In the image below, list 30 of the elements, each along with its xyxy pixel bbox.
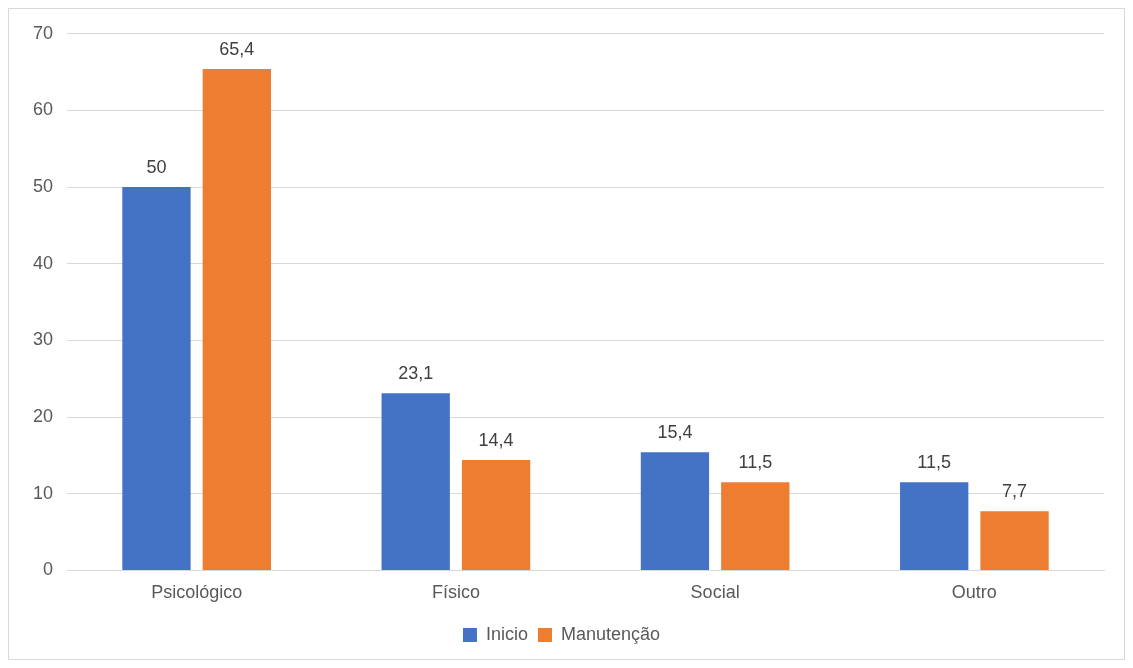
- data-label: 50: [146, 157, 167, 178]
- y-tick-label: 60: [32, 99, 54, 120]
- y-tick-label: 70: [32, 22, 54, 43]
- data-label: 14,4: [478, 429, 514, 450]
- bar: [122, 187, 191, 570]
- x-tick-label: Psicológico: [151, 582, 243, 603]
- x-tick-label: Social: [690, 582, 740, 603]
- y-tick-label: 0: [43, 559, 54, 580]
- x-tick-label: Físico: [431, 582, 480, 603]
- x-tick-label: Outro: [951, 582, 997, 603]
- legend-label: Manutenção: [560, 623, 661, 644]
- bar: [381, 393, 450, 570]
- bar: [202, 69, 271, 570]
- legend-label: Inicio: [485, 623, 528, 644]
- bar: [721, 482, 790, 570]
- y-tick-label: 40: [32, 252, 54, 273]
- y-tick-label: 30: [32, 329, 54, 350]
- data-label: 23,1: [398, 363, 434, 384]
- data-label: 11,5: [917, 452, 952, 473]
- data-label: 11,5: [738, 452, 773, 473]
- y-tick-label: 20: [32, 406, 54, 427]
- bar: [640, 452, 710, 570]
- bar: [900, 482, 969, 570]
- data-label: 7,7: [1002, 481, 1028, 502]
- y-tick-label: 10: [32, 482, 54, 503]
- data-label: 65,4: [219, 39, 255, 60]
- data-label: 15,4: [657, 422, 693, 443]
- y-tick-label: 50: [32, 176, 54, 197]
- bar: [461, 460, 531, 570]
- bar: [980, 511, 1049, 570]
